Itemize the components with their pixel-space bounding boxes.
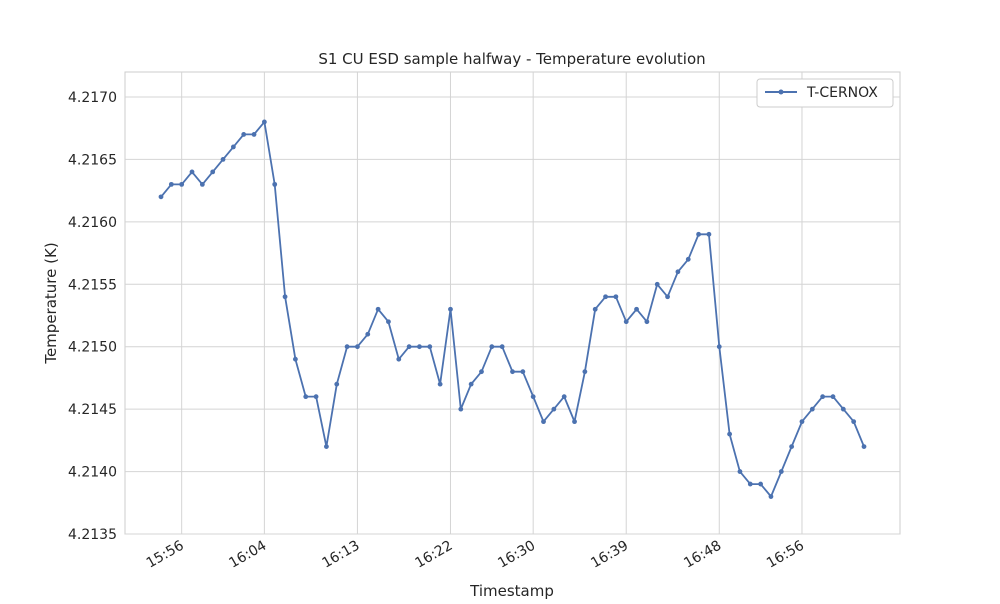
data-point — [634, 306, 639, 312]
data-point — [210, 169, 216, 175]
data-point — [654, 281, 660, 287]
data-point — [675, 269, 681, 275]
data-point — [427, 344, 433, 350]
data-point — [716, 344, 722, 350]
data-point — [851, 419, 857, 425]
data-point — [365, 331, 371, 337]
y-tick-label: 4.2145 — [68, 402, 117, 418]
data-point — [799, 419, 805, 425]
data-point — [520, 369, 526, 375]
data-point — [324, 444, 329, 449]
x-tick-label: 16:39 — [588, 538, 631, 572]
data-point — [561, 394, 567, 400]
legend: T-CERNOX — [756, 78, 894, 108]
x-tick-label: 16:30 — [495, 538, 538, 572]
data-point — [582, 369, 588, 375]
data-point — [230, 144, 236, 150]
data-point — [272, 181, 278, 187]
plot-background — [124, 71, 901, 535]
data-point — [344, 344, 350, 350]
data-point — [644, 319, 650, 325]
data-point — [809, 406, 815, 412]
data-point — [437, 381, 443, 387]
data-point — [768, 494, 774, 499]
data-point — [313, 394, 319, 400]
data-point — [696, 231, 701, 237]
data-point — [261, 119, 267, 125]
data-point — [530, 394, 536, 400]
data-point — [747, 481, 753, 487]
y-tick-label: 4.2160 — [68, 215, 117, 231]
data-point — [303, 394, 309, 400]
data-point — [282, 294, 288, 300]
data-point — [479, 369, 484, 375]
data-point — [778, 469, 784, 474]
x-tick-label: 15:56 — [144, 538, 187, 572]
data-point — [355, 344, 360, 350]
y-tick-label: 4.2150 — [68, 340, 117, 356]
x-tick-label: 16:22 — [413, 538, 456, 572]
data-point — [406, 344, 412, 350]
data-point — [499, 344, 505, 350]
data-point — [179, 181, 185, 187]
y-tick-label: 4.2155 — [68, 277, 117, 293]
data-point — [375, 306, 381, 312]
series-layer — [158, 119, 867, 499]
data-point — [603, 294, 608, 300]
data-point — [489, 344, 495, 350]
data-point — [830, 394, 836, 400]
y-tick-label: 4.2170 — [68, 90, 117, 106]
data-point — [168, 181, 174, 187]
data-point — [727, 431, 733, 437]
data-point — [189, 169, 195, 175]
data-point — [458, 406, 464, 412]
data-point — [396, 356, 402, 362]
data-point — [241, 132, 247, 137]
data-point — [510, 369, 515, 375]
data-point — [551, 406, 557, 412]
data-point — [789, 444, 795, 449]
data-point — [158, 194, 164, 200]
y-axis-label: Temperature (K) — [42, 242, 60, 364]
data-point — [292, 356, 298, 362]
x-axis-label: Timestamp — [469, 582, 554, 600]
y-tick-label: 4.2135 — [68, 527, 117, 543]
data-point — [592, 306, 598, 312]
data-point — [737, 469, 743, 474]
x-tick-label: 16:56 — [764, 538, 807, 572]
data-point — [613, 294, 619, 300]
legend-box — [756, 78, 894, 108]
legend-entry-label: T-CERNOX — [806, 85, 878, 101]
x-tick-label: 16:48 — [681, 538, 724, 572]
data-point — [468, 381, 474, 387]
data-point — [861, 444, 867, 449]
data-point — [448, 306, 453, 312]
data-point — [685, 256, 691, 262]
data-point — [251, 132, 257, 137]
data-point — [758, 481, 764, 487]
data-point — [199, 181, 205, 187]
data-point — [623, 319, 629, 325]
data-point — [417, 344, 422, 350]
legend-marker-swatch — [778, 89, 784, 95]
data-point — [820, 394, 826, 400]
x-tick-label: 16:13 — [319, 538, 362, 572]
y-tick-label: 4.2165 — [68, 152, 117, 168]
data-point — [220, 157, 226, 162]
grid — [125, 72, 900, 535]
data-point — [665, 294, 670, 300]
chart-title: S1 CU ESD sample halfway - Temperature e… — [318, 50, 705, 68]
data-point — [706, 231, 712, 237]
data-point — [334, 381, 340, 387]
y-tick-label: 4.2140 — [68, 465, 117, 481]
x-tick-label: 16:04 — [226, 538, 269, 572]
data-point — [386, 319, 391, 325]
data-point — [541, 419, 546, 425]
data-point — [840, 406, 846, 412]
data-point — [572, 419, 577, 425]
